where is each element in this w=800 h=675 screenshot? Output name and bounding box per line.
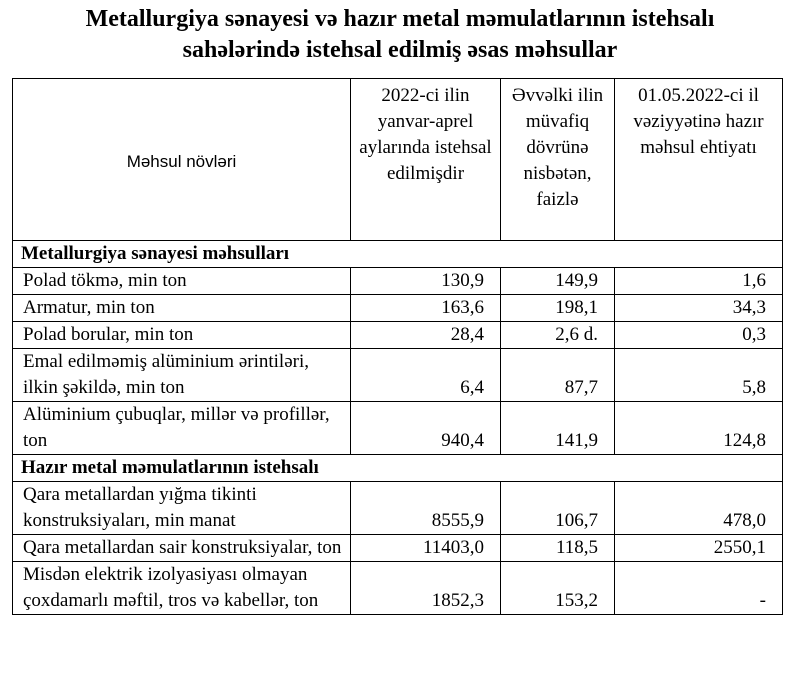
cell-value: 141,9 — [500, 401, 615, 455]
section-row: Metallurgiya sənayesi məhsulları — [12, 240, 783, 268]
cell-value: 11403,0 — [350, 534, 501, 562]
header-cell: Məhsul növləri — [12, 78, 351, 241]
header-cell: Əvvəlki ilin müvafiq dövrünə nisbətən, f… — [500, 78, 615, 241]
row-label: Emal edilməmiş alüminium ərintiləri, ilk… — [12, 348, 351, 402]
title-line: Metallurgiya sənayesi və hazır metal məm… — [85, 6, 715, 32]
table-body: Metallurgiya sənayesi məhsulları Polad tö… — [12, 240, 783, 615]
cell-value: 130,9 — [350, 267, 501, 295]
cell-value: 2,6 d. — [500, 321, 615, 349]
cell-value: 124,8 — [614, 401, 783, 455]
row-label: Armatur, min ton — [12, 294, 351, 322]
row-label: Polad tökmə, min ton — [12, 267, 351, 295]
header-row: Məhsul növləri 2022-ci ilin yanvar-aprel… — [12, 78, 783, 241]
row-label: Misdən elektrik izolyasiyası olmayan çox… — [12, 561, 351, 615]
cell-value: 149,9 — [500, 267, 615, 295]
data-row: Polad tökmə, min ton 130,9 149,9 1,6 — [12, 267, 783, 295]
cell-value: 87,7 — [500, 348, 615, 402]
cell-value: 2550,1 — [614, 534, 783, 562]
data-row: Qara metallardan yığma tikinti konstruks… — [12, 481, 783, 535]
cell-value: 28,4 — [350, 321, 501, 349]
cell-value: 6,4 — [350, 348, 501, 402]
header-cell: 2022-ci ilin yanvar-aprel aylarında iste… — [350, 78, 501, 241]
data-row: Alüminium çubuqlar, millər və profillər,… — [12, 401, 783, 455]
row-label: Alüminium çubuqlar, millər və profillər,… — [12, 401, 351, 455]
section-title: Hazır metal məmulatlarının istehsalı — [12, 454, 783, 482]
data-row: Armatur, min ton 163,6 198,1 34,3 — [12, 294, 783, 322]
data-row: Qara metallardan sair konstruksiyalar, t… — [12, 534, 783, 562]
section-title: Metallurgiya sənayesi məhsulları — [12, 240, 783, 268]
cell-value: 118,5 — [500, 534, 615, 562]
data-row: Misdən elektrik izolyasiyası olmayan çox… — [12, 561, 783, 615]
title-line: sahələrində istehsal edilmiş əsas məhsul… — [182, 37, 618, 63]
data-row: Polad borular, min ton 28,4 2,6 d. 0,3 — [12, 321, 783, 349]
cell-value: 940,4 — [350, 401, 501, 455]
cell-value: 198,1 — [500, 294, 615, 322]
title: Metallurgiya sənayesi və hazır metal məm… — [0, 4, 800, 66]
cell-value: 1852,3 — [350, 561, 501, 615]
data-row: Emal edilməmiş alüminium ərintiləri, ilk… — [12, 348, 783, 402]
cell-value: 0,3 — [614, 321, 783, 349]
row-label: Qara metallardan yığma tikinti konstruks… — [12, 481, 351, 535]
section-row: Hazır metal məmulatlarının istehsalı — [12, 454, 783, 482]
table: Məhsul növləri 2022-ci ilin yanvar-aprel… — [12, 78, 783, 615]
cell-value: 1,6 — [614, 267, 783, 295]
row-label: Qara metallardan sair konstruksiyalar, t… — [12, 534, 351, 562]
cell-value: 153,2 — [500, 561, 615, 615]
cell-value: - — [614, 561, 783, 615]
cell-value: 163,6 — [350, 294, 501, 322]
cell-value: 5,8 — [614, 348, 783, 402]
cell-value: 8555,9 — [350, 481, 501, 535]
cell-value: 34,3 — [614, 294, 783, 322]
cell-value: 106,7 — [500, 481, 615, 535]
row-label: Polad borular, min ton — [12, 321, 351, 349]
cell-value: 478,0 — [614, 481, 783, 535]
header-cell: 01.05.2022-ci il vəziyyətinə hazır məhsu… — [614, 78, 783, 241]
